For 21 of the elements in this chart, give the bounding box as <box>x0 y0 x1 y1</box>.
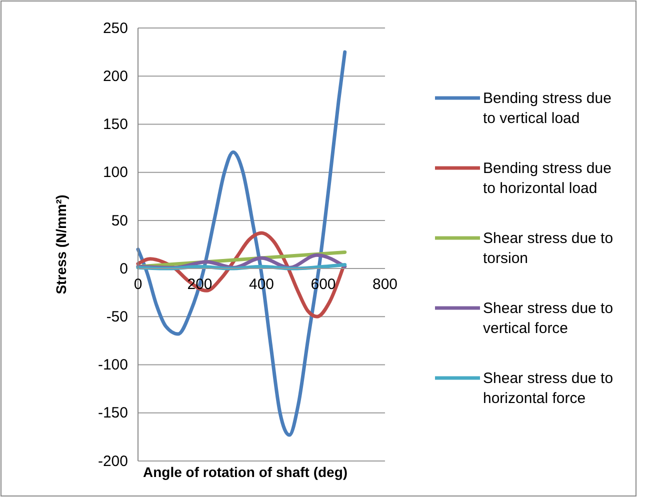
y-tick-label: -50 <box>106 308 128 326</box>
y-tick-label: -200 <box>98 452 128 470</box>
line-series <box>136 231 344 318</box>
y-tick-label: -100 <box>98 356 128 374</box>
legend-label: Bending stress due to horizontal load <box>483 160 612 197</box>
y-tick-label: -150 <box>98 404 128 422</box>
line-series <box>136 50 347 437</box>
legend-label: Shear stress due to vertical force <box>483 300 614 337</box>
y-tick-label: 250 <box>102 20 128 37</box>
x-tick-label: 800 <box>372 276 398 294</box>
y-tick-label: 100 <box>102 164 128 182</box>
y-tick-label: 200 <box>102 68 128 85</box>
legend-label: Bending stress due to vertical load <box>483 90 612 127</box>
y-tick-label: 0 <box>120 260 128 278</box>
legend-label: Shear stress due to torsion <box>483 230 614 267</box>
y-axis-title: Stress (N/mm²) <box>53 194 69 294</box>
legend-label: Shear stress due to horizontal force <box>483 370 614 407</box>
y-tick-label: 50 <box>111 212 128 230</box>
y-tick-label: 150 <box>102 116 128 134</box>
x-axis-title: Angle of rotation of shaft (deg) <box>143 464 348 480</box>
x-tick-label: 0 <box>134 276 142 294</box>
